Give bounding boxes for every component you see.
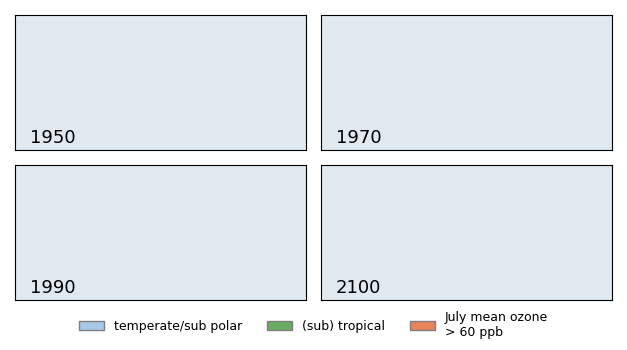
Legend: temperate/sub polar, (sub) tropical, July mean ozone
> 60 ppb: temperate/sub polar, (sub) tropical, Jul… xyxy=(74,306,553,344)
Text: 2100: 2100 xyxy=(335,279,381,297)
Text: 1990: 1990 xyxy=(29,279,75,297)
Text: 1950: 1950 xyxy=(29,129,75,147)
Text: 1970: 1970 xyxy=(335,129,381,147)
